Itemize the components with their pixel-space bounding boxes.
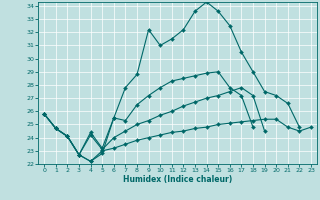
X-axis label: Humidex (Indice chaleur): Humidex (Indice chaleur) <box>123 175 232 184</box>
